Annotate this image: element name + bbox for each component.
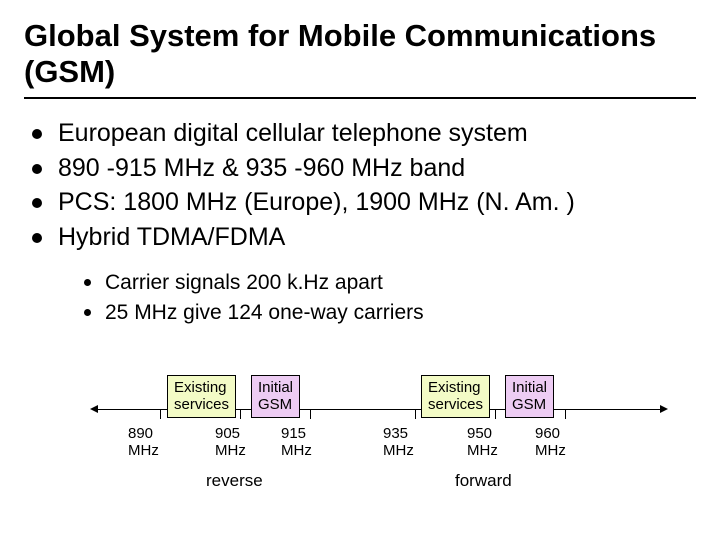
- axis-tick: [565, 409, 566, 419]
- frequency-label: 935MHz: [383, 425, 414, 460]
- band-box-label: services: [428, 396, 483, 413]
- band-box: InitialGSM: [505, 375, 554, 418]
- bullet-icon: [32, 164, 42, 174]
- slide: Global System for Mobile Communications …: [0, 0, 720, 540]
- axis-tick: [240, 409, 241, 419]
- bullet-text: European digital cellular telephone syst…: [58, 117, 528, 150]
- title-underline: [24, 97, 696, 99]
- frequency-label: 960MHz: [535, 425, 566, 460]
- band-box-label: services: [174, 396, 229, 413]
- band-box-label: Initial: [258, 379, 293, 396]
- bullet-text: PCS: 1800 MHz (Europe), 1900 MHz (N. Am.…: [58, 186, 575, 219]
- bullet-icon: [32, 129, 42, 139]
- band-box: InitialGSM: [251, 375, 300, 418]
- axis-tick: [415, 409, 416, 419]
- bullet-text: 890 -915 MHz & 935 -960 MHz band: [58, 152, 465, 185]
- frequency-value: 935: [383, 425, 414, 442]
- frequency-value: 950: [467, 425, 498, 442]
- frequency-unit: MHz: [535, 442, 566, 459]
- frequency-unit: MHz: [281, 442, 312, 459]
- frequency-value: 890: [128, 425, 159, 442]
- list-item: PCS: 1800 MHz (Europe), 1900 MHz (N. Am.…: [32, 186, 696, 219]
- list-item: 890 -915 MHz & 935 -960 MHz band: [32, 152, 696, 185]
- frequency-label: 890MHz: [128, 425, 159, 460]
- frequency-value: 960: [535, 425, 566, 442]
- bullet-icon: [32, 198, 42, 208]
- bullet-icon: [32, 233, 42, 243]
- list-item: 25 MHz give 124 one-way carriers: [84, 299, 696, 326]
- band-box-label: Initial: [512, 379, 547, 396]
- frequency-label: 915MHz: [281, 425, 312, 460]
- frequency-unit: MHz: [215, 442, 246, 459]
- band-box-label: Existing: [428, 379, 483, 396]
- arrow-left-icon: [90, 405, 98, 413]
- band-direction-label: forward: [455, 471, 512, 491]
- frequency-label: 950MHz: [467, 425, 498, 460]
- band-direction-label: reverse: [206, 471, 263, 491]
- frequency-unit: MHz: [467, 442, 498, 459]
- bullet-text: Hybrid TDMA/FDMA: [58, 221, 285, 254]
- axis-tick: [310, 409, 311, 419]
- frequency-label: 905MHz: [215, 425, 246, 460]
- sub-bullet-list: Carrier signals 200 k.Hz apart 25 MHz gi…: [24, 269, 696, 326]
- list-item: Carrier signals 200 k.Hz apart: [84, 269, 696, 296]
- list-item: European digital cellular telephone syst…: [32, 117, 696, 150]
- band-box-label: GSM: [512, 396, 547, 413]
- bullet-icon: [84, 279, 91, 286]
- frequency-value: 915: [281, 425, 312, 442]
- axis-tick: [160, 409, 161, 419]
- band-box: Existingservices: [167, 375, 236, 418]
- spectrum-diagram: ExistingservicesInitialGSMExistingservic…: [0, 375, 720, 515]
- sub-bullet-text: 25 MHz give 124 one-way carriers: [105, 299, 424, 326]
- frequency-unit: MHz: [383, 442, 414, 459]
- frequency-unit: MHz: [128, 442, 159, 459]
- band-box-label: Existing: [174, 379, 229, 396]
- arrow-right-icon: [660, 405, 668, 413]
- sub-bullet-text: Carrier signals 200 k.Hz apart: [105, 269, 383, 296]
- frequency-value: 905: [215, 425, 246, 442]
- band-box-label: GSM: [258, 396, 293, 413]
- page-title: Global System for Mobile Communications …: [24, 18, 696, 89]
- list-item: Hybrid TDMA/FDMA: [32, 221, 696, 254]
- bullet-icon: [84, 309, 91, 316]
- main-bullet-list: European digital cellular telephone syst…: [24, 117, 696, 253]
- axis-tick: [495, 409, 496, 419]
- band-box: Existingservices: [421, 375, 490, 418]
